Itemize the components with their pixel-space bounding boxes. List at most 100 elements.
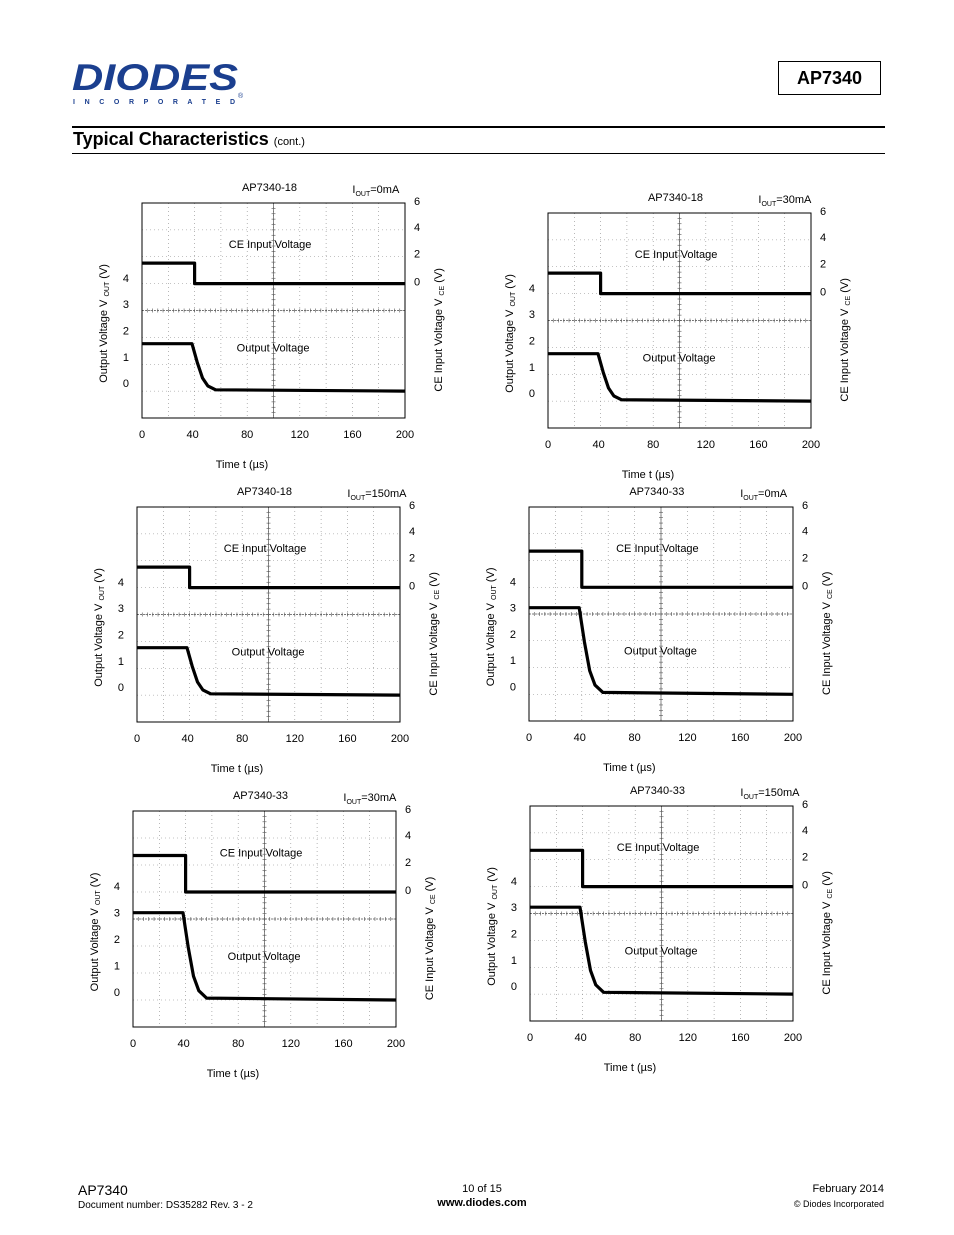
x-tick-label: 200	[784, 1032, 802, 1044]
y-left-tick-label: 4	[114, 881, 120, 893]
x-axis-label: Time t (µs)	[622, 469, 674, 481]
output-voltage-label: Output Voltage	[624, 646, 697, 658]
y-right-tick-label: 2	[802, 552, 808, 564]
plot-frame	[132, 810, 397, 1028]
output-voltage-trace	[133, 911, 397, 1002]
chart-ap7340-33-iout-150ma: CE Input Voltage Output Voltage AP7340-33 I…	[486, 785, 834, 1074]
x-tick-label: 160	[343, 429, 361, 441]
x-tick-label: 160	[731, 732, 749, 744]
y-right-axis-label-main: CE Input Voltage V	[821, 599, 833, 695]
output-voltage-trace	[142, 342, 406, 393]
ce-input-voltage-trace	[529, 549, 793, 589]
y-left-axis-label-unit: (V)	[504, 274, 516, 292]
y-right-axis-label: CE Input Voltage V CE (V)	[821, 572, 834, 695]
y-right-tick-label: 4	[820, 232, 826, 244]
y-right-tick-label: 0	[820, 287, 826, 299]
section-rule	[72, 153, 885, 154]
x-tick-label: 120	[678, 732, 696, 744]
x-axis-label: Time t (µs)	[211, 763, 263, 775]
part-number-box: AP7340	[778, 61, 881, 95]
y-left-tick-label: 2	[510, 629, 516, 641]
y-left-axis-label: Output Voltage V OUT (V)	[485, 567, 498, 686]
y-left-axis-label: Output Voltage V OUT (V)	[486, 867, 499, 986]
output-voltage-label: Output Voltage	[232, 646, 305, 658]
footer-page-number: 10 of 15	[462, 1183, 502, 1195]
output-voltage-label: Output Voltage	[237, 342, 310, 354]
footer-date: February 2014	[812, 1183, 884, 1195]
x-tick-label: 120	[697, 439, 715, 451]
y-right-axis-label: CE Input Voltage V CE (V)	[839, 278, 852, 401]
y-right-axis-label: CE Input Voltage V CE (V)	[424, 877, 437, 1000]
plot-area: CE Input Voltage Output Voltage AP7340-33 I…	[486, 785, 834, 1074]
y-right-axis-label-unit: (V)	[821, 572, 833, 590]
section-title: Typical Characteristics (cont.)	[73, 129, 305, 150]
chart-condition-value: =150mA	[365, 488, 407, 500]
x-tick-label: 80	[629, 1032, 641, 1044]
chart-condition-sub: OUT	[346, 799, 362, 806]
plot-area: CE Input Voltage Output Voltage AP7340-33 I…	[485, 486, 834, 774]
ce-input-voltage-trace	[137, 565, 400, 590]
y-left-axis-label-sub: OUT	[99, 585, 106, 601]
y-left-axis-label: Output Voltage V OUT (V)	[504, 274, 517, 393]
y-right-axis-label-sub: CE	[827, 589, 834, 599]
y-left-tick-label: 2	[123, 325, 129, 337]
y-left-tick-label: 1	[529, 362, 535, 374]
plot-frame	[136, 506, 401, 723]
y-right-axis-label-unit: (V)	[839, 278, 851, 296]
plot-frame	[141, 202, 406, 419]
y-right-axis-label-main: CE Input Voltage V	[433, 296, 445, 392]
plot-frame	[547, 212, 812, 429]
chart-condition-sub: OUT	[355, 191, 371, 198]
chart-condition: IOUT=30mA	[758, 194, 812, 208]
y-left-tick-label: 1	[118, 656, 124, 668]
ce-input-voltage-label: CE Input Voltage	[635, 249, 718, 261]
x-tick-label: 0	[130, 1038, 136, 1050]
y-left-axis-label-unit: (V)	[486, 867, 498, 885]
y-left-axis-label: Output Voltage V OUT (V)	[89, 873, 102, 992]
y-right-tick-label: 2	[405, 857, 411, 869]
y-left-axis-label-main: Output Voltage V	[485, 600, 497, 686]
x-tick-label: 40	[177, 1038, 189, 1050]
output-voltage-trace	[530, 905, 794, 996]
x-tick-label: 200	[387, 1038, 405, 1050]
y-left-tick-label: 1	[511, 955, 517, 967]
chart-condition-sub: OUT	[743, 495, 759, 502]
y-left-tick-label: 2	[118, 629, 124, 641]
y-right-axis-label-unit: (V)	[433, 268, 445, 286]
x-tick-label: 0	[545, 439, 551, 451]
x-tick-label: 40	[186, 429, 198, 441]
chart-ap7340-33-iout-30ma: CE Input Voltage Output Voltage AP7340-33 I…	[89, 790, 437, 1080]
y-left-axis-label-sub: OUT	[104, 281, 111, 297]
y-left-axis-label-main: Output Voltage V	[486, 900, 498, 986]
chart-condition-value: =0mA	[758, 488, 788, 500]
diodes-logo: DIODES I N C O R P O R A T E D ®	[72, 60, 244, 106]
y-left-tick-label: 4	[123, 273, 129, 285]
footer-website-link[interactable]: www.diodes.com	[437, 1197, 527, 1209]
x-tick-label: 200	[784, 732, 802, 744]
y-left-tick-label: 3	[123, 299, 129, 311]
chart-condition-value: =150mA	[758, 787, 800, 799]
footer-part-number: AP7340	[78, 1182, 128, 1198]
y-right-axis-label-unit: (V)	[428, 572, 440, 590]
y-left-axis-label-sub: OUT	[510, 291, 517, 307]
output-voltage-label: Output Voltage	[228, 951, 301, 963]
chart-condition-sub: OUT	[350, 495, 366, 502]
y-right-axis-label-sub: CE	[827, 889, 834, 899]
x-tick-label: 200	[802, 439, 820, 451]
ce-input-voltage-trace	[548, 271, 811, 296]
y-right-tick-label: 2	[820, 259, 826, 271]
x-tick-label: 120	[291, 429, 309, 441]
y-right-axis-label: CE Input Voltage V CE (V)	[821, 871, 834, 994]
y-right-axis-label-unit: (V)	[821, 871, 833, 889]
ce-input-voltage-label: CE Input Voltage	[224, 543, 307, 555]
y-left-tick-label: 0	[114, 987, 120, 999]
chart-title: AP7340-18	[237, 486, 292, 498]
chart-title: AP7340-33	[630, 785, 685, 797]
chart-condition: IOUT=30mA	[343, 792, 397, 806]
x-tick-label: 120	[679, 1032, 697, 1044]
y-right-axis-label-unit: (V)	[424, 877, 436, 895]
chart-title: AP7340-18	[648, 192, 703, 204]
chart-title: AP7340-33	[233, 790, 288, 802]
y-right-tick-label: 4	[405, 830, 411, 842]
y-right-axis-label: CE Input Voltage V CE (V)	[433, 268, 446, 391]
